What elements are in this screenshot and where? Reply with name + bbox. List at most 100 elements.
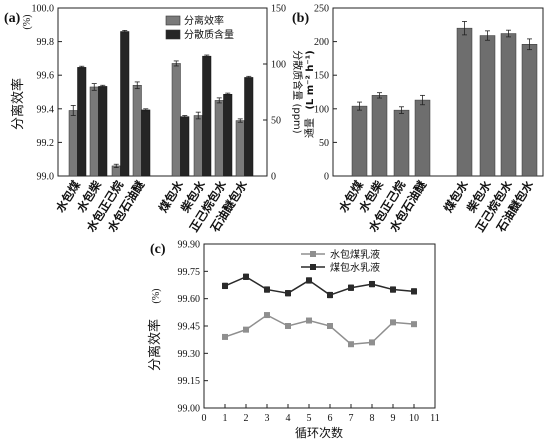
tick-label: 0	[324, 172, 329, 183]
y-tick-label: 99.00	[178, 404, 201, 415]
legend-swatch-separation-efficiency	[165, 15, 181, 26]
panel-c-label: (c)	[150, 242, 166, 257]
x-tick-label: 11	[430, 413, 440, 424]
bar-dispersed-content	[141, 109, 151, 177]
bar-flux	[414, 99, 431, 177]
left-tick-label: 100.0	[32, 4, 55, 15]
panel-c-y-axis-label: 分离效率	[147, 319, 163, 371]
right-tick-label: 150	[271, 4, 286, 15]
bar-separation-efficiency	[89, 86, 99, 177]
data-point-coal-in-water	[222, 282, 228, 289]
data-point-water-in-coal	[411, 321, 417, 328]
x-tick-label: 4	[286, 413, 291, 424]
data-point-water-in-coal	[285, 323, 291, 329]
bar-dispersed-content	[244, 77, 254, 177]
bar-dispersed-content	[77, 67, 87, 177]
x-tick-label: 0	[202, 413, 207, 424]
bar-flux	[479, 35, 496, 177]
panel-a-left-axis-label: 分离效率	[10, 78, 26, 130]
y-tick-label: 99.30	[178, 349, 201, 360]
x-tick-label: 5	[307, 413, 312, 424]
tick-label: 50	[319, 138, 329, 149]
panel-b-axis-unit: (L m⁻² h⁻¹)	[305, 50, 316, 109]
bar-flux	[500, 33, 517, 177]
left-tick-label: 99.6	[37, 71, 55, 82]
tick-label: 200	[314, 37, 329, 48]
legend-marker-coal-in-water	[310, 264, 316, 270]
tick-label: 250	[314, 4, 329, 15]
bar-separation-efficiency	[235, 120, 245, 177]
left-tick-label: 99.4	[37, 104, 55, 115]
data-point-water-in-coal	[222, 333, 228, 340]
panel-a: (a) 分离效率 (%) 分散质含量 (ppm) 分离效率 分散质含量 99.0…	[4, 4, 304, 236]
bar-separation-efficiency	[68, 110, 78, 177]
panel-b-label: (b)	[292, 11, 309, 26]
data-point-coal-in-water	[306, 277, 312, 284]
legend-marker-water-in-coal	[310, 251, 316, 257]
panel-c-legend: 水包煤乳液 煤包水乳液	[301, 248, 380, 274]
bar-flux	[393, 109, 410, 177]
left-tick-label: 99.0	[37, 172, 55, 183]
bar-separation-efficiency	[171, 63, 181, 177]
data-point-water-in-coal	[243, 326, 249, 333]
data-point-coal-in-water	[390, 286, 396, 293]
bar-separation-efficiency	[214, 100, 224, 177]
legend-swatch-dispersed-content	[165, 29, 181, 40]
data-point-water-in-coal	[390, 319, 396, 326]
data-point-water-in-coal	[348, 341, 354, 348]
panel-b-axis-label: 通量	[304, 118, 316, 138]
bar-flux	[371, 95, 388, 177]
data-point-coal-in-water	[369, 281, 375, 288]
panel-a-right-axis-label: 分散质含量 (ppm)	[291, 50, 304, 134]
bar-flux	[456, 27, 473, 177]
y-tick-label: 99.90	[178, 240, 201, 251]
data-point-coal-in-water	[264, 286, 270, 293]
data-point-coal-in-water	[243, 273, 249, 280]
bar-dispersed-content	[120, 31, 130, 177]
panel-c-plot-frame	[203, 243, 436, 409]
data-point-coal-in-water	[411, 288, 417, 295]
panel-a-label: (a)	[4, 11, 21, 26]
series-line-water-in-coal	[224, 314, 415, 345]
left-tick-label: 99.2	[37, 138, 55, 149]
panel-c-y-axis-unit: (%)	[151, 289, 162, 304]
legend-label-dispersed-content: 分散质含量	[184, 28, 234, 41]
series-line-coal-in-water	[224, 275, 415, 296]
data-point-coal-in-water	[327, 292, 333, 299]
right-tick-label: 50	[271, 116, 281, 127]
panel-a-left-axis-unit: (%)	[22, 15, 33, 30]
right-tick-label: 0	[271, 172, 276, 183]
bar-dispersed-content	[202, 55, 212, 177]
data-point-water-in-coal	[369, 339, 375, 346]
x-tick-label: 8	[370, 413, 375, 424]
y-tick-label: 99.60	[178, 294, 201, 305]
x-tick-label: 7	[349, 413, 354, 424]
y-tick-label: 99.15	[178, 376, 201, 387]
panel-c-x-axis-label: 循环次数	[295, 425, 343, 440]
legend-label-coal-in-water: 煤包水乳液	[330, 261, 380, 274]
legend-label-water-in-coal: 水包煤乳液	[330, 248, 380, 261]
tick-label: 100	[314, 104, 329, 115]
data-point-water-in-coal	[264, 312, 270, 319]
y-tick-label: 99.45	[178, 322, 201, 333]
panel-c: (c) 分离效率 (%) 循环次数 水包煤乳液 煤包水乳液 99.00 99.15…	[147, 240, 440, 441]
x-tick-label: 6	[328, 413, 333, 424]
x-tick-label: 2	[244, 413, 249, 424]
panel-a-plot-frame	[57, 7, 268, 177]
bar-dispersed-content	[98, 86, 108, 177]
data-point-coal-in-water	[348, 284, 354, 291]
right-tick-label: 100	[271, 60, 286, 71]
left-tick-label: 99.8	[37, 37, 55, 48]
y-tick-label: 99.75	[178, 267, 201, 278]
data-point-water-in-coal	[327, 323, 333, 329]
bar-dispersed-content	[223, 93, 233, 177]
data-point-coal-in-water	[285, 290, 291, 297]
bar-flux	[351, 105, 368, 177]
panel-a-legend: 分离效率 分散质含量	[165, 14, 234, 41]
x-tick-label: 1	[223, 413, 228, 424]
bar-separation-efficiency	[132, 85, 142, 177]
x-tick-label: 9	[391, 413, 396, 424]
bar-separation-efficiency	[193, 115, 203, 177]
